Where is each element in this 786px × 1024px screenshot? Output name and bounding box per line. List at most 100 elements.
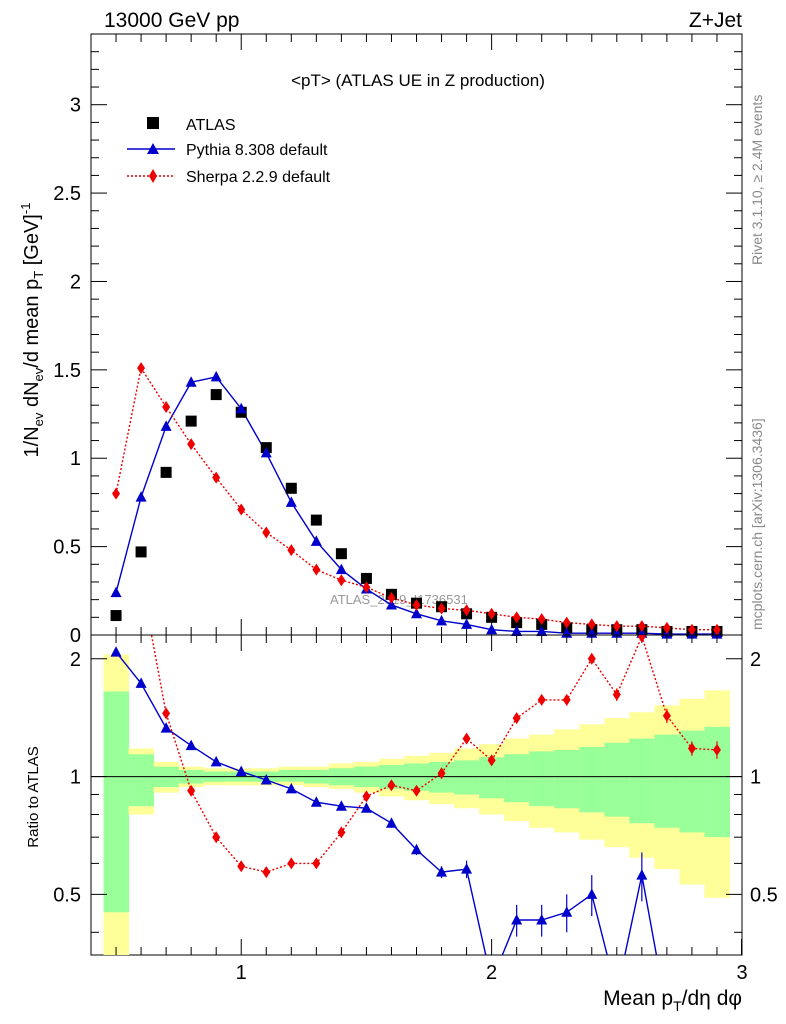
ratio-sherpa-point <box>462 732 471 745</box>
ratio-sherpa-point <box>162 707 171 720</box>
ratio-sherpa-point <box>412 784 421 797</box>
ratio-pythia-point <box>235 765 247 777</box>
ratio-sherpa-point <box>237 860 246 873</box>
ratio-pythia-point <box>385 817 397 828</box>
sherpa-point <box>462 604 471 617</box>
ratio-sherpa-point <box>362 790 371 803</box>
pythia-point <box>135 491 147 502</box>
ratio-pythia-point <box>260 773 272 785</box>
pythia-point <box>486 623 498 635</box>
sherpa-point <box>512 611 521 624</box>
sherpa-point <box>562 616 571 629</box>
ratio-xtick-label: 3 <box>736 962 747 984</box>
sherpa-point <box>587 618 596 631</box>
pythia-point <box>110 586 122 598</box>
sherpa-point <box>187 438 196 451</box>
sherpa-point <box>687 623 696 636</box>
ratio-sherpa-point <box>537 693 546 706</box>
ratio-xlabel: Mean pT/dη dφ <box>603 987 742 1014</box>
main-ytick-label: 0 <box>70 625 81 647</box>
sherpa-point <box>412 598 421 611</box>
band-inner-bin <box>278 769 305 782</box>
ratio-pythia-point <box>335 800 347 811</box>
ratio-sherpa-point <box>637 635 646 643</box>
main-ytick-label: 2.5 <box>53 183 81 205</box>
ratio-pythia-point <box>411 843 422 855</box>
ratio-xtick-label: 2 <box>486 962 497 984</box>
pythia-point <box>385 598 397 610</box>
band-inner-bin <box>629 738 655 824</box>
ratio-sherpa-point <box>387 779 396 792</box>
ratio-sherpa-point <box>262 866 271 879</box>
ratio-sherpa-point <box>312 857 321 870</box>
main-axes: 0 0.5 1 1.5 2 2.5 3 <box>53 34 742 647</box>
legend-atlas-marker <box>147 117 159 129</box>
sherpa-point <box>487 607 496 620</box>
ratio-sherpa-point <box>437 767 446 780</box>
ratio-ytick-label: 0.5 <box>53 884 81 906</box>
ratio-sherpa-point <box>512 712 521 725</box>
main-title: <pT> (ATLAS UE in Z production) <box>291 71 545 90</box>
ratio-pythia-point <box>536 914 548 925</box>
ratio-sherpa-point <box>687 742 696 755</box>
ratio-xtick-label: 1 <box>236 962 247 984</box>
main-ytick-label: 1.5 <box>53 360 81 382</box>
legend-atlas-label: ATLAS <box>186 117 236 134</box>
sherpa-point <box>537 613 546 626</box>
band-inner-bin <box>604 742 630 817</box>
ratio-axes: 0.5 0.5 1 1 2 2 1 2 3 <box>53 635 778 984</box>
atlas-point <box>360 572 372 584</box>
band-inner-bin <box>504 754 530 803</box>
ratio-sherpa-point <box>587 652 596 665</box>
sherpa-point <box>662 621 671 634</box>
atlas-point <box>210 389 222 401</box>
ratio-ytick-label-right: 0.5 <box>750 884 778 906</box>
atlas-point <box>285 482 297 494</box>
pythia-point <box>160 420 172 431</box>
pythia-point <box>461 618 473 629</box>
band-inner-bin <box>128 754 155 807</box>
legend: ATLAS Pythia 8.308 default Sherpa 2.2.9 … <box>127 117 331 186</box>
rivet-label: Rivet 3.1.10, ≥ 2.4M events <box>749 95 765 265</box>
ratio-ytick-label-right: 2 <box>750 649 761 671</box>
main-plot-panel: 0 0.5 1 1.5 2 2.5 3 <pT> (ATLAS UE in Z produc… <box>18 33 743 647</box>
sherpa-point <box>437 602 446 615</box>
ratio-sherpa-point <box>212 831 221 844</box>
pythia-point <box>511 625 523 636</box>
sherpa-point <box>712 623 721 636</box>
pythia-point <box>260 446 272 458</box>
ratio-pythia-point <box>210 755 222 767</box>
ratio-sherpa-point <box>337 826 346 839</box>
band-inner-bin <box>454 760 480 795</box>
ratio-pythia-point <box>586 888 598 899</box>
ratio-ylabel: Ratio to ATLAS <box>25 746 42 847</box>
main-series <box>110 362 723 639</box>
ratio-sherpa-point <box>562 693 571 706</box>
pythia-point <box>210 370 222 382</box>
ratio-series <box>110 635 721 955</box>
ratio-sherpa-point <box>487 754 496 767</box>
ratio-pythia-point <box>436 866 448 877</box>
sherpa-line <box>115 366 717 631</box>
ratio-sherpa-point <box>287 857 296 870</box>
sherpa-point <box>637 620 646 633</box>
legend-sherpa-label: Sherpa 2.2.9 default <box>186 169 331 186</box>
atlas-point <box>135 546 147 558</box>
main-ytick-label: 3 <box>70 95 81 117</box>
ratio-pythia-point <box>310 796 322 807</box>
sherpa-point <box>212 471 221 484</box>
ratio-pythia-point <box>360 802 372 813</box>
main-ytick-label: 1 <box>70 448 81 470</box>
pythia-point <box>185 376 197 387</box>
ratio-pythia-point <box>285 782 297 794</box>
pythia-point <box>285 496 297 507</box>
sherpa-point <box>387 591 396 604</box>
ratio-sherpa-point <box>187 784 196 797</box>
main-ytick-label: 0.5 <box>53 537 81 559</box>
pythia-point <box>335 563 347 575</box>
ratio-sherpa-point <box>712 743 721 756</box>
band-inner-bin <box>103 691 130 913</box>
legend-pythia-label: Pythia 8.308 default <box>186 142 328 159</box>
atlas-point <box>110 610 122 622</box>
